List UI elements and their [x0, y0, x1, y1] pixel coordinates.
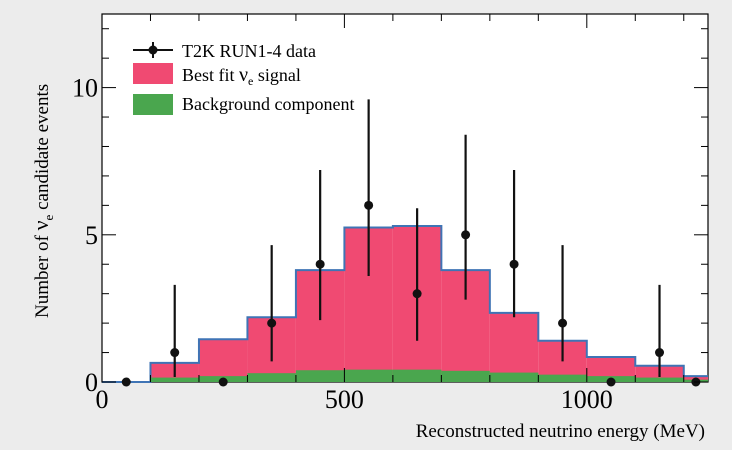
legend-background-swatch	[133, 94, 173, 115]
data-points	[121, 99, 701, 387]
y-axis-label-suffix: candidate events	[32, 84, 53, 215]
data-point	[509, 259, 519, 269]
data-point	[121, 377, 131, 387]
x-axis-label: Reconstructed neutrino energy (MeV)	[416, 421, 705, 442]
axis-ticks	[101, 14, 708, 383]
x-tick-label: 1000	[561, 385, 613, 414]
legend-entry-signal: Best fit νe signal	[133, 63, 301, 88]
legend-signal-label-subscript: e	[248, 74, 253, 88]
legend-data-marker	[148, 45, 158, 55]
legend-entry-data: T2K RUN1-4 data	[133, 41, 316, 61]
background-bar	[392, 369, 442, 382]
data-point	[606, 377, 616, 387]
data-point	[170, 348, 180, 358]
y-axis-label-subscript: e	[41, 214, 56, 220]
legend-entry-background: Background component	[133, 94, 354, 115]
y-tick-labels: 0 5 10	[72, 74, 98, 397]
background-bar	[295, 370, 345, 382]
background-bar	[489, 372, 539, 382]
data-point	[558, 318, 568, 328]
legend: T2K RUN1-4 data Best fit νe signal Backg…	[133, 41, 354, 115]
y-axis-label: Number of νe candidate events	[28, 84, 56, 318]
data-point	[461, 230, 471, 240]
background-bar	[150, 377, 199, 382]
y-tick-label: 0	[85, 368, 98, 397]
legend-data-label: T2K RUN1-4 data	[182, 41, 316, 61]
y-axis-label-symbol: ν	[28, 220, 53, 230]
data-point	[218, 377, 228, 387]
background-bar	[344, 369, 393, 382]
signal-histogram	[102, 224, 708, 383]
data-point	[412, 289, 422, 299]
data-point	[655, 348, 665, 358]
legend-signal-label-prefix: Best fit	[182, 65, 239, 85]
data-point	[364, 200, 374, 210]
data-point	[315, 259, 325, 269]
x-tick-labels: 0 500 1000	[96, 385, 613, 414]
x-tick-label: 500	[325, 385, 364, 414]
signal-bar	[489, 312, 539, 382]
data-point	[267, 318, 277, 328]
background-bar	[538, 374, 587, 382]
y-tick-label: 5	[85, 221, 98, 250]
background-bar	[635, 377, 684, 382]
legend-signal-label-symbol: ν	[239, 64, 248, 86]
legend-background-label: Background component	[182, 94, 354, 114]
x-tick-label: 0	[96, 385, 109, 414]
background-bar	[247, 373, 296, 382]
background-bar	[441, 370, 490, 382]
signal-bar	[198, 339, 248, 382]
legend-signal-label: Best fit νe signal	[182, 64, 301, 88]
y-axis-label-prefix: Number of	[32, 230, 53, 318]
legend-signal-label-suffix: signal	[253, 65, 301, 85]
y-tick-label: 10	[72, 74, 98, 103]
y-axis: 0 5 10 Number of νe candidate events	[28, 74, 98, 397]
x-axis: 0 500 1000 Reconstructed neutrino energy (…	[96, 385, 706, 442]
plot-area	[101, 13, 709, 387]
legend-signal-swatch	[133, 63, 173, 84]
